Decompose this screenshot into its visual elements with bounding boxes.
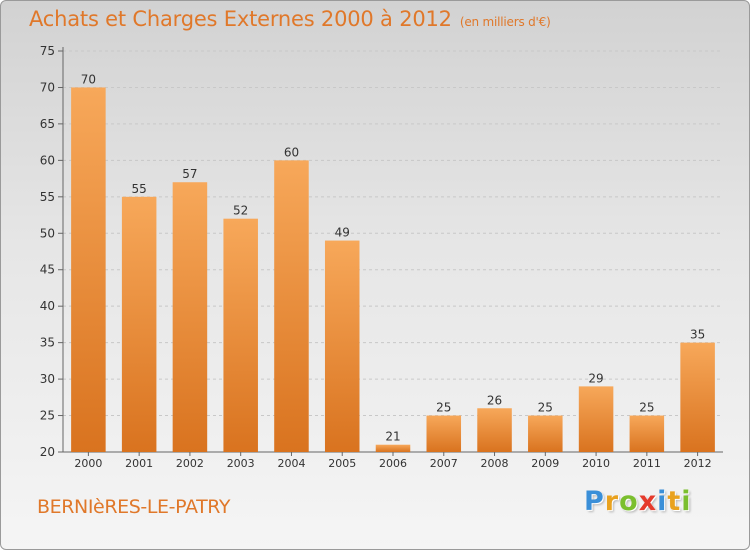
x-tick-label: 2003	[227, 457, 255, 470]
bar	[172, 182, 208, 452]
logo-letter: t	[667, 486, 682, 517]
bar-value-label: 57	[182, 167, 197, 181]
bar	[528, 415, 563, 452]
x-tick-label: 2009	[531, 457, 559, 470]
y-tick-label: 45	[40, 263, 55, 277]
data-labels: 70 55 57 52 60 49 21 25 26 25 29 25 35	[81, 72, 706, 443]
bar	[680, 342, 715, 452]
bar	[578, 386, 614, 452]
y-tick-label: 30	[40, 372, 55, 386]
bar-value-label: 29	[588, 371, 603, 385]
place-name: BERNIèRES-LE-PATRY	[37, 496, 231, 518]
bar-value-label: 52	[233, 204, 248, 218]
logo-letter: x	[638, 486, 658, 517]
y-tick-label: 65	[40, 117, 55, 131]
bar-value-label: 55	[132, 182, 147, 196]
logo-letter: o	[619, 486, 639, 517]
bar	[324, 240, 360, 452]
bar-value-label: 25	[436, 401, 451, 415]
logo-letter: r	[604, 486, 620, 517]
y-tick-label: 75	[40, 44, 55, 58]
bar	[274, 160, 309, 452]
y-tick-label: 50	[40, 226, 55, 240]
grid-lines	[63, 50, 723, 417]
x-tick-label: 2005	[328, 457, 356, 470]
bar	[71, 87, 106, 453]
y-tick-label: 40	[40, 299, 55, 313]
x-tick-label: 2008	[481, 457, 509, 470]
chart-subtitle: (en milliers d'€)	[459, 15, 551, 29]
bar-value-label: 70	[81, 72, 96, 86]
x-tick-label: 2012	[684, 457, 712, 470]
bar	[629, 415, 665, 452]
proxiti-logo[interactable]: Proxiti	[584, 486, 692, 517]
bar-value-label: 21	[385, 430, 400, 444]
bar	[477, 408, 512, 452]
x-tick-label: 2002	[176, 457, 204, 470]
chart-title: Achats et Charges Externes 2000 à 2012 (e…	[29, 7, 551, 31]
bar-value-label: 25	[639, 401, 654, 415]
bar	[121, 196, 157, 452]
y-tick-label: 55	[40, 190, 55, 204]
logo-letter: i	[681, 486, 692, 517]
x-tick-label: 2000	[74, 457, 102, 470]
bar-value-label: 25	[538, 401, 553, 415]
bar-value-label: 49	[335, 226, 350, 240]
y-tick-label: 70	[40, 80, 55, 94]
bar	[223, 218, 258, 452]
bar	[375, 444, 411, 452]
logo-letter: P	[584, 486, 605, 517]
x-tick-label: 2001	[125, 457, 153, 470]
y-tick-label: 25	[40, 409, 55, 423]
logo-letter: i	[657, 486, 668, 517]
bars	[71, 87, 715, 453]
bar-value-label: 35	[690, 328, 705, 342]
x-tick-label: 2004	[277, 457, 305, 470]
x-tick-label: 2011	[633, 457, 661, 470]
x-tick-label: 2010	[582, 457, 610, 470]
chart-title-text: Achats et Charges Externes 2000 à 2012	[29, 7, 452, 31]
x-tick-label: 2007	[430, 457, 458, 470]
y-tick-label: 35	[40, 336, 55, 350]
bar-value-label: 26	[487, 393, 502, 407]
bar-value-label: 60	[284, 145, 299, 159]
y-tick-label: 60	[40, 153, 55, 167]
x-tick-label: 2006	[379, 457, 407, 470]
bar	[426, 415, 462, 452]
y-tick-label: 20	[40, 445, 55, 459]
